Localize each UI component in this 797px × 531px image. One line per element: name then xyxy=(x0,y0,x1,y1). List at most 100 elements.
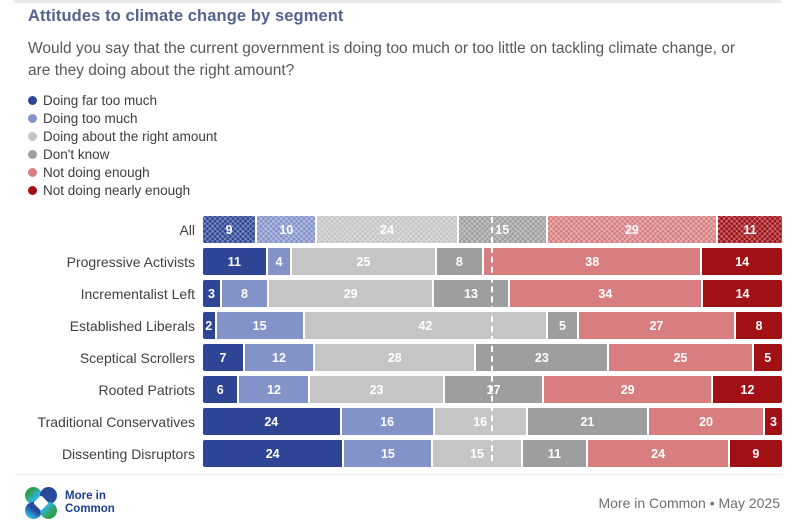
segment-value: 12 xyxy=(267,382,281,397)
bar-segment: 29 xyxy=(544,376,712,403)
legend-dot-icon xyxy=(28,167,37,177)
legend-item: Don't know xyxy=(28,145,782,163)
segment-value: 16 xyxy=(380,414,395,429)
stacked-bar: 7 12 28 23 25 5 xyxy=(203,344,782,371)
bar-segment: 24 xyxy=(588,440,728,467)
bar-segment: 23 xyxy=(476,344,608,371)
segment-value: 38 xyxy=(585,254,600,269)
row-label: Sceptical Scrollers xyxy=(79,349,195,366)
chart-row: Incrementalist Left 3 8 29 13 34 14 xyxy=(15,280,782,307)
legend-dot-icon xyxy=(28,149,37,159)
bar-segment: 15 xyxy=(216,312,303,339)
bar-segment: 14 xyxy=(702,248,782,275)
bar-segment: 16 xyxy=(434,408,526,435)
bar-segment: 5 xyxy=(548,312,577,339)
segment-value: 10 xyxy=(279,222,294,237)
segment-value: 34 xyxy=(598,286,613,301)
segment-value: 20 xyxy=(699,414,713,429)
segment-value: 25 xyxy=(356,254,371,269)
bar-segment: 11 xyxy=(522,440,587,467)
legend-label: Doing about the right amount xyxy=(43,128,218,144)
segment-value: 4 xyxy=(275,254,283,269)
more-in-common-logo-icon xyxy=(25,487,57,519)
row-label: Rooted Patriots xyxy=(98,381,196,398)
legend-label: Don't know xyxy=(43,146,110,162)
segment-value: 29 xyxy=(624,222,639,237)
bar-segment: 11 xyxy=(203,248,266,275)
cropped-element-top xyxy=(14,0,782,3)
chart-row: Progressive Activists 11 4 25 8 38 14 xyxy=(15,248,782,275)
segment-value: 6 xyxy=(216,382,224,397)
bar-segment: 16 xyxy=(341,408,433,435)
bar-segment: 10 xyxy=(257,216,316,243)
bar-segment: 12 xyxy=(713,376,782,403)
bar-segment: 9 xyxy=(203,216,256,243)
chart-row: Dissenting Disruptors 24 15 15 11 24 9 xyxy=(15,440,782,467)
segment-value: 12 xyxy=(740,382,755,397)
legend-dot-icon xyxy=(28,113,37,123)
segment-value: 3 xyxy=(769,414,777,429)
segment-value: 5 xyxy=(764,350,772,365)
chart-row: Rooted Patriots 6 12 23 17 29 12 xyxy=(15,376,782,403)
chart-row: Sceptical Scrollers 7 12 28 23 25 5 xyxy=(15,344,782,371)
segment-value: 24 xyxy=(380,222,394,237)
bar-segment: 3 xyxy=(203,280,220,307)
segment-value: 29 xyxy=(620,382,635,397)
row-label: Dissenting Disruptors xyxy=(61,445,195,462)
bar-segment: 24 xyxy=(203,408,340,435)
stacked-bar: 24 15 15 11 24 9 xyxy=(203,440,782,467)
stacked-bar: 6 12 23 17 29 12 xyxy=(203,376,782,403)
bar-segment: 25 xyxy=(292,248,435,275)
segment-value: 15 xyxy=(252,318,267,333)
legend-item: Doing about the right amount xyxy=(28,127,782,145)
bar-segment: 29 xyxy=(547,216,717,243)
legend-dot-icon xyxy=(28,131,37,141)
bar-segment: 15 xyxy=(344,440,432,467)
chart-row: All 9 10 24 15 29 11 xyxy=(15,216,782,243)
legend-item: Doing too much xyxy=(28,109,782,127)
bar-segment: 29 xyxy=(268,280,433,307)
segment-value: 24 xyxy=(651,446,666,461)
bar-segment: 3 xyxy=(764,408,782,435)
bar-segment: 42 xyxy=(304,312,547,339)
bar-segment: 34 xyxy=(509,280,702,307)
bar-segment: 20 xyxy=(649,408,763,435)
segment-value: 23 xyxy=(369,382,384,397)
bar-segment: 11 xyxy=(718,216,782,243)
segment-value: 11 xyxy=(743,222,757,237)
row-label: All xyxy=(179,221,195,238)
stacked-bar: 11 4 25 8 38 14 xyxy=(203,248,782,275)
header: Attitudes to climate change by segment W… xyxy=(28,0,782,82)
row-label: Established Liberals xyxy=(69,317,195,334)
brand: More in Common xyxy=(25,487,137,519)
legend-label: Doing far too much xyxy=(43,92,158,108)
segment-value: 15 xyxy=(495,222,510,237)
bar-segment: 14 xyxy=(703,280,782,307)
source-attribution: More in Common • May 2025 xyxy=(598,495,780,511)
bar-segment: 25 xyxy=(609,344,752,371)
footer: More in Common More in Common • May 2025 xyxy=(15,474,782,531)
bar-segment: 7 xyxy=(203,344,243,371)
segment-value: 15 xyxy=(380,446,395,461)
segment-value: 8 xyxy=(240,286,248,301)
segment-value: 24 xyxy=(265,446,280,461)
segment-value: 21 xyxy=(580,414,595,429)
segment-value: 42 xyxy=(418,318,433,333)
segment-value: 9 xyxy=(752,446,760,461)
segment-value: 16 xyxy=(473,414,488,429)
legend-item: Not doing nearly enough xyxy=(28,181,782,199)
row-label: Traditional Conservatives xyxy=(37,413,195,430)
bar-segment: 2 xyxy=(203,312,215,339)
survey-question: Would you say that the current governmen… xyxy=(28,40,736,79)
segment-value: 29 xyxy=(343,286,358,301)
stacked-bar: 3 8 29 13 34 14 xyxy=(203,280,782,307)
segment-value: 24 xyxy=(264,414,279,429)
segment-value: 8 xyxy=(455,254,463,269)
segment-value: 8 xyxy=(755,318,763,333)
segment-value: 14 xyxy=(735,286,750,301)
bar-segment: 21 xyxy=(527,408,648,435)
segment-value: 25 xyxy=(673,350,688,365)
segment-value: 9 xyxy=(225,222,233,237)
segment-value: 11 xyxy=(227,254,241,269)
